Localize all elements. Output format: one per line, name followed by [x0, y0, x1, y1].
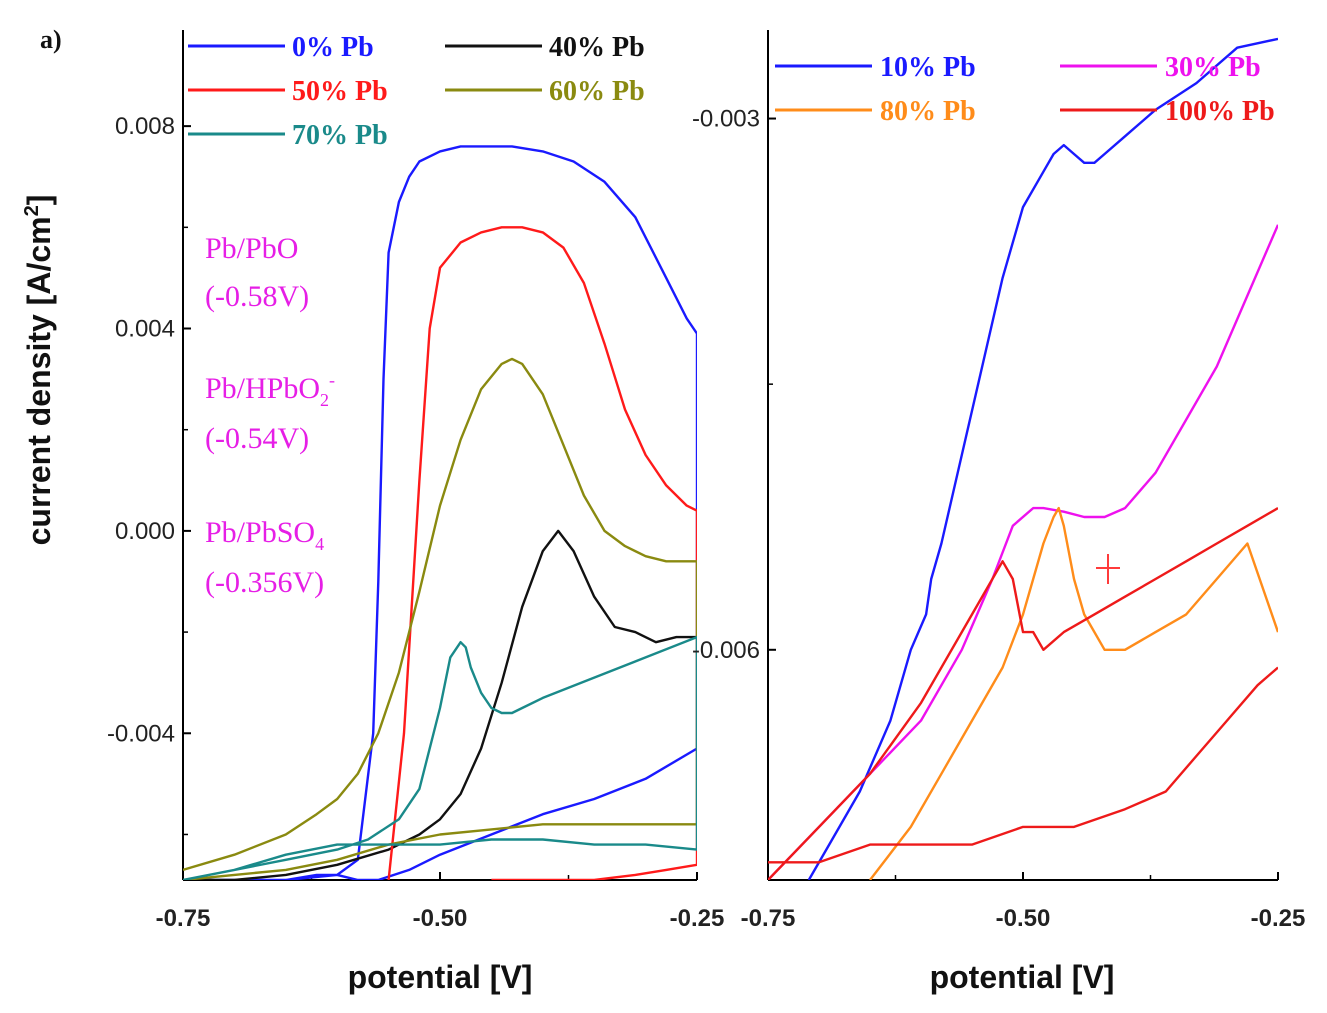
- left-y-tick-label: 0.008: [115, 113, 175, 140]
- legend-label-70pb: 70% Pb: [292, 120, 388, 151]
- left-x-tick-label: -0.25: [670, 905, 725, 932]
- right-x-axis-title: potential [V]: [930, 959, 1115, 995]
- annotation-hpbo2-potential: (-0.54V): [205, 422, 309, 455]
- legend-label-0pb: 0% Pb: [292, 32, 374, 63]
- legend-label-50pb: 50% Pb: [292, 76, 388, 107]
- legend-label-10pb: 10% Pb: [880, 52, 976, 83]
- annotation-pbo-potential: (-0.58V): [205, 280, 309, 313]
- annotation-hpbo2: Pb/HPbO2-: [205, 370, 335, 410]
- right-legend: 10% Pb 30% Pb 80% Pb 100% Pb: [775, 52, 1275, 127]
- series-line-40-pb: [183, 529, 697, 880]
- right-y-tick-label: -0.006: [692, 637, 760, 664]
- series-line-30-pb: [768, 224, 1278, 880]
- right-x-tick-label: -0.75: [741, 905, 796, 932]
- left-x-tick-label: -0.50: [413, 905, 468, 932]
- series-line-100-pb-reverse: [768, 666, 1278, 864]
- cursor-crosshair: [1096, 554, 1120, 584]
- legend-label-40pb: 40% Pb: [549, 32, 645, 63]
- legend-label-30pb: 30% Pb: [1165, 52, 1261, 83]
- series-line-100-pb: [768, 507, 1278, 880]
- series-line-70-pb: [183, 635, 697, 880]
- left-x-tick-label: -0.75: [156, 905, 211, 932]
- right-x-tick-label: -0.50: [996, 905, 1051, 932]
- left-y-tick-label: -0.004: [107, 720, 175, 747]
- left-x-axis-title: potential [V]: [348, 959, 533, 995]
- right-x-tick-label: -0.25: [1251, 905, 1306, 932]
- series-line-60-pb: [183, 357, 697, 880]
- left-chart: -0.004 0.000 0.004 0.008 -0.75 -0.50 -0.25 po…: [21, 30, 724, 995]
- series-line-10-pb: [807, 37, 1278, 880]
- legend-label-60pb: 60% Pb: [549, 76, 645, 107]
- annotation-pbso4: Pb/PbSO4: [205, 516, 324, 554]
- annotation-pbo: Pb/PbO: [205, 232, 298, 265]
- legend-label-80pb: 80% Pb: [880, 96, 976, 127]
- series-line-80-pb: [869, 506, 1278, 880]
- series-line-0-pb: [183, 145, 697, 880]
- annotation-pbso4-potential: (-0.356V): [205, 566, 324, 599]
- series-line-50-pb: [387, 226, 697, 880]
- left-y-axis-title: current density [A/cm2]: [21, 195, 57, 546]
- left-y-tick-label: 0.004: [115, 316, 175, 343]
- left-annotations: Pb/PbO (-0.58V) Pb/HPbO2- (-0.54V) Pb/Pb…: [205, 232, 335, 599]
- left-legend: 0% Pb 40% Pb 50% Pb 60% Pb 70% Pb: [188, 32, 645, 151]
- left-y-tick-label: 0.000: [115, 518, 175, 545]
- right-chart: -0.003 -0.006 -0.75 -0.50 -0.25 potential […: [692, 30, 1305, 995]
- panel-label: a): [40, 25, 62, 54]
- right-y-tick-label: -0.003: [692, 106, 760, 133]
- legend-label-100pb: 100% Pb: [1165, 96, 1275, 127]
